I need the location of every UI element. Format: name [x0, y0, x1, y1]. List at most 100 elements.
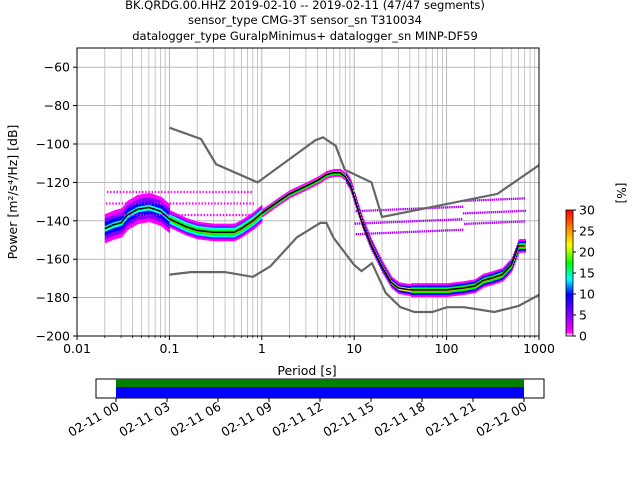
- pdf-cell: [113, 231, 115, 234]
- pdf-cell: [202, 235, 205, 239]
- pdf-cell: [137, 212, 140, 215]
- pdf-cell: [513, 251, 516, 254]
- pdf-cell: [155, 213, 158, 217]
- pdf-cell: [132, 190, 134, 194]
- pdf-cell: [485, 284, 487, 287]
- pdf-cell: [259, 217, 262, 220]
- pdf-cell: [454, 218, 456, 221]
- pdf-cell: [400, 284, 402, 287]
- pdf-cell: [189, 232, 192, 235]
- pdf-cell: [240, 220, 243, 223]
- pdf-cell: [216, 225, 218, 228]
- pdf-cell: [401, 220, 403, 223]
- pdf-cell: [298, 191, 300, 195]
- pdf-cell: [186, 233, 189, 236]
- pdf-cell: [154, 202, 157, 205]
- pdf-cell: [220, 237, 223, 240]
- pdf-cell: [179, 228, 181, 231]
- pdf-cell: [154, 200, 157, 203]
- pdf-cell: [254, 210, 257, 213]
- pdf-cell: [126, 202, 128, 205]
- pdf-cell: [257, 209, 260, 213]
- pdf-cell: [440, 294, 443, 297]
- pdf-cell: [186, 218, 189, 221]
- pdf-cell: [451, 284, 453, 287]
- pdf-cell: [229, 223, 231, 226]
- pdf-cell: [134, 206, 137, 209]
- pdf-cell: [131, 223, 133, 226]
- pdf-cell: [366, 236, 368, 239]
- pdf-cell: [114, 236, 116, 240]
- pdf-cell: [222, 213, 225, 217]
- pdf-cell: [166, 211, 168, 214]
- pdf-cell: [510, 260, 513, 263]
- pdf-cell: [456, 289, 458, 292]
- pdf-cell: [502, 198, 504, 201]
- pdf-cell: [114, 225, 116, 228]
- pdf-cell: [388, 279, 390, 283]
- pdf-cell: [104, 235, 107, 238]
- pdf-cell: [143, 209, 145, 212]
- pdf-cell: [135, 220, 138, 224]
- pdf-cell: [403, 292, 405, 295]
- pdf-cell: [369, 221, 371, 225]
- pdf-cell: [218, 235, 220, 238]
- pdf-cell: [238, 234, 241, 237]
- pdf-cell: [477, 211, 480, 214]
- pdf-cell: [336, 172, 338, 176]
- pdf-cell: [204, 234, 207, 237]
- pdf-cell: [186, 231, 189, 234]
- timeline-tick-label: 02-11 21: [422, 399, 478, 440]
- pdf-cell: [360, 222, 363, 225]
- pdf-cell: [154, 219, 157, 223]
- pdf-cell: [118, 210, 121, 214]
- pdf-cell: [444, 294, 447, 297]
- pdf-cell: [231, 190, 233, 194]
- pdf-cell: [242, 222, 245, 225]
- pdf-cell: [110, 231, 112, 234]
- pdf-cell: [138, 190, 141, 194]
- pdf-cell: [247, 229, 249, 232]
- pdf-cell: [183, 226, 185, 229]
- pdf-cell: [469, 284, 471, 287]
- pdf-cell: [164, 190, 166, 194]
- pdf-cell: [371, 221, 373, 225]
- pdf-cell: [253, 223, 256, 226]
- pdf-cell: [111, 236, 113, 239]
- pdf-cell: [399, 291, 401, 295]
- pdf-cell: [288, 194, 291, 197]
- pdf-cell: [519, 239, 521, 242]
- pdf-cell: [419, 283, 421, 286]
- pdf-cell: [405, 291, 407, 294]
- pdf-cell: [318, 176, 320, 179]
- pdf-cell: [221, 190, 224, 194]
- pdf-cell: [239, 222, 242, 225]
- pdf-cell: [106, 230, 109, 233]
- pdf-cell: [134, 198, 137, 201]
- pdf-cell: [207, 226, 210, 230]
- pdf-cell: [378, 232, 381, 235]
- pdf-cell: [445, 292, 448, 296]
- pdf-cell: [436, 294, 438, 297]
- pdf-cell: [133, 208, 135, 211]
- pdf-cell: [154, 196, 157, 200]
- pdf-cell: [132, 222, 134, 225]
- pdf-cell: [205, 236, 208, 239]
- pdf-cell: [419, 230, 421, 233]
- pdf-cell: [248, 220, 250, 224]
- pdf-cell: [199, 231, 201, 234]
- pdf-cell: [138, 194, 141, 197]
- pdf-cell: [153, 217, 156, 220]
- pdf-cell: [151, 220, 154, 223]
- pdf-cell: [495, 277, 498, 280]
- pdf-cell: [152, 217, 155, 220]
- pdf-cell: [473, 281, 475, 284]
- pdf-cell: [172, 223, 175, 226]
- pdf-cell: [355, 196, 358, 199]
- pdf-cell: [118, 216, 121, 219]
- y-tick-label: −100: [36, 137, 70, 152]
- pdf-cell: [518, 209, 520, 213]
- pdf-cell: [180, 228, 182, 232]
- colorbar-label: [%]: [614, 183, 628, 204]
- pdf-cell: [267, 209, 269, 212]
